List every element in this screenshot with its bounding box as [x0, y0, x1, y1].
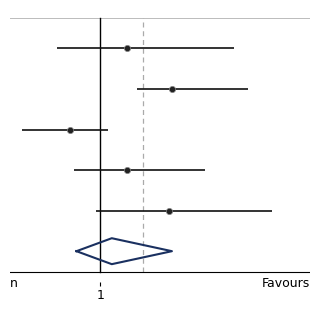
Text: n: n [10, 277, 18, 290]
Text: Favours: Favours [262, 277, 310, 290]
